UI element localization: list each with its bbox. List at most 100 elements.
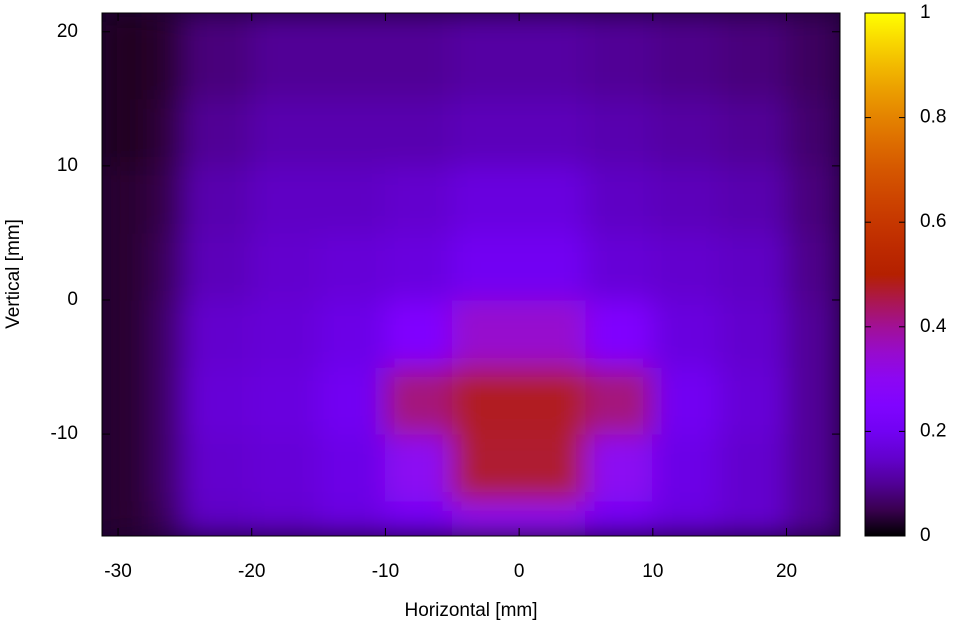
x-tick-label: -30 xyxy=(104,561,131,582)
heatmap-cell xyxy=(384,13,453,100)
heatmap-cell xyxy=(719,500,788,536)
heatmap-cell xyxy=(384,232,453,301)
heatmap-cell xyxy=(786,165,840,234)
heatmap-cell xyxy=(318,232,386,301)
heatmap-cell xyxy=(102,165,152,234)
colorbar-tick-label: 0 xyxy=(920,525,931,546)
heatmap-cell xyxy=(184,98,253,167)
heatmap-cell xyxy=(719,13,788,100)
y-tick-label: 10 xyxy=(57,155,78,176)
heatmap-cell xyxy=(150,13,186,100)
heatmap-cell xyxy=(451,433,520,502)
heatmap-cell xyxy=(786,433,840,502)
heatmap-cell xyxy=(251,98,320,167)
heatmap-cell xyxy=(451,366,520,435)
plot-frame xyxy=(101,12,841,537)
heatmap-cell xyxy=(719,366,788,435)
heatmap-cell xyxy=(384,366,453,435)
heatmap-cell xyxy=(786,232,840,301)
heatmap-cell xyxy=(719,165,788,234)
heatmap-cell xyxy=(585,366,654,435)
x-tick-label: -10 xyxy=(372,561,399,582)
heatmap-cell xyxy=(251,165,320,234)
x-tick-label: 0 xyxy=(514,561,525,582)
heatmap-cell xyxy=(652,500,721,536)
heatmap-cell xyxy=(585,165,654,234)
heatmap-cell xyxy=(184,232,253,301)
heatmap xyxy=(102,13,840,536)
heatmap-cell xyxy=(786,500,840,536)
x-tick-label: 20 xyxy=(776,561,797,582)
heatmap-cell xyxy=(184,165,253,234)
heatmap-cell xyxy=(719,232,788,301)
heatmap-cell xyxy=(518,98,587,167)
heatmap-cell xyxy=(786,13,840,100)
heatmap-cell xyxy=(251,366,320,435)
heatmap-cell xyxy=(251,433,320,502)
heatmap-cell xyxy=(184,433,253,502)
x-tick-label: -20 xyxy=(238,561,265,582)
heatmap-cell xyxy=(318,98,386,167)
colorbar-tick-label: 0.2 xyxy=(920,420,946,441)
heatmap-cell xyxy=(585,433,654,502)
heatmap-cell xyxy=(451,165,520,234)
heatmap-cell xyxy=(150,366,186,435)
heatmap-cell xyxy=(102,13,152,100)
heatmap-cell xyxy=(652,165,721,234)
colorbar-tick-label: 1 xyxy=(920,2,931,23)
x-axis-label: Horizontal [mm] xyxy=(404,600,537,621)
heatmap-cell xyxy=(318,366,386,435)
heatmap-cell xyxy=(518,500,587,536)
heatmap-cell xyxy=(251,13,320,100)
colorbar-tick-label: 0.6 xyxy=(920,211,946,232)
heatmap-cell xyxy=(585,13,654,100)
heatmap-cell xyxy=(150,98,186,167)
colorbar-tick-label: 0.8 xyxy=(920,107,946,128)
heatmap-cell xyxy=(518,366,587,435)
heatmap-cell xyxy=(719,299,788,368)
heatmap-cell xyxy=(451,500,520,536)
heatmap-cell xyxy=(318,433,386,502)
heatmap-cell xyxy=(150,500,186,536)
y-axis-label: Vertical [mm] xyxy=(3,219,24,329)
heatmap-cell xyxy=(518,13,587,100)
heatmap-cell xyxy=(251,500,320,536)
heatmap-cell xyxy=(318,13,386,100)
heatmap-cell xyxy=(652,232,721,301)
heatmap-cell xyxy=(102,299,152,368)
heatmap-cell xyxy=(102,366,152,435)
heatmap-cell xyxy=(585,299,654,368)
heatmap-cell xyxy=(150,232,186,301)
heatmap-cell xyxy=(184,366,253,435)
heatmap-cell xyxy=(652,366,721,435)
heatmap-cell xyxy=(652,98,721,167)
heatmap-cell xyxy=(585,98,654,167)
heatmap-cell xyxy=(150,299,186,368)
heatmap-cell xyxy=(251,299,320,368)
heatmap-cell xyxy=(518,433,587,502)
heatmap-cell xyxy=(318,165,386,234)
heatmap-cell xyxy=(719,433,788,502)
colorbar xyxy=(864,12,906,537)
heatmap-cell xyxy=(451,13,520,100)
heatmap-cell xyxy=(786,299,840,368)
heatmap-cell xyxy=(251,232,320,301)
heatmap-cell xyxy=(150,433,186,502)
heatmap-cell xyxy=(786,366,840,435)
heatmap-cell xyxy=(719,98,788,167)
heatmap-cell xyxy=(318,500,386,536)
y-tick-label: 0 xyxy=(67,289,78,310)
heatmap-cell xyxy=(585,232,654,301)
heatmap-cell xyxy=(451,98,520,167)
heatmap-cell xyxy=(384,500,453,536)
heatmap-cell xyxy=(184,299,253,368)
heatmap-cell xyxy=(451,232,520,301)
colorbar-tick-label: 0.4 xyxy=(920,316,947,337)
heatmap-cell xyxy=(518,165,587,234)
heatmap-cell xyxy=(518,232,587,301)
heatmap-cell xyxy=(585,500,654,536)
heatmap-cell xyxy=(384,165,453,234)
heatmap-cell xyxy=(184,13,253,100)
heatmap-cell xyxy=(652,299,721,368)
